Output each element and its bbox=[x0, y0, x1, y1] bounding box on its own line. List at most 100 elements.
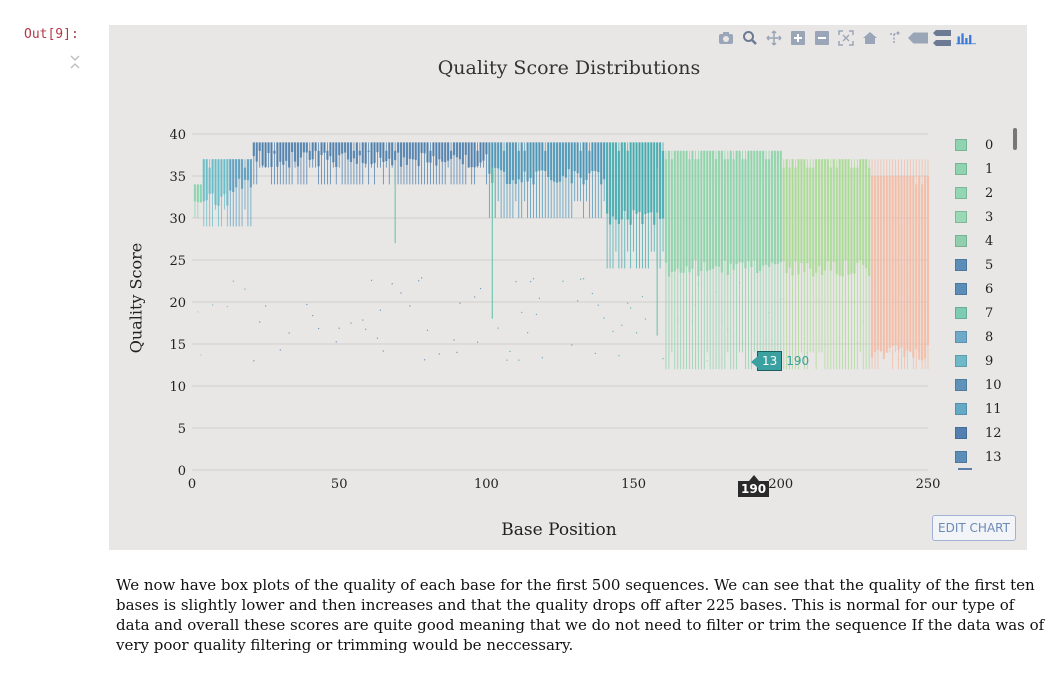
box-118[interactable] bbox=[538, 142, 541, 171]
box-138[interactable] bbox=[597, 142, 600, 173]
box-212[interactable] bbox=[815, 159, 818, 273]
box-53[interactable] bbox=[346, 142, 350, 160]
box-238[interactable] bbox=[891, 176, 894, 346]
box-25[interactable] bbox=[264, 142, 267, 168]
box-65[interactable] bbox=[382, 142, 385, 162]
box-68[interactable] bbox=[391, 142, 394, 166]
legend-item[interactable]: 12 bbox=[955, 421, 1015, 445]
legend-item[interactable]: 1 bbox=[955, 157, 1015, 181]
box-149[interactable] bbox=[629, 142, 632, 225]
box-214[interactable] bbox=[820, 159, 824, 275]
box-21[interactable] bbox=[252, 142, 255, 157]
box-100[interactable] bbox=[485, 142, 488, 155]
box-226[interactable] bbox=[856, 167, 859, 263]
home-icon[interactable] bbox=[860, 28, 880, 48]
box-31[interactable] bbox=[282, 142, 285, 165]
box-249[interactable] bbox=[923, 176, 927, 359]
box-91[interactable] bbox=[458, 142, 462, 160]
box-40[interactable] bbox=[308, 150, 311, 160]
box-195[interactable] bbox=[764, 159, 768, 265]
box-213[interactable] bbox=[817, 159, 821, 267]
box-130[interactable] bbox=[573, 142, 576, 172]
legend-item[interactable]: 11 bbox=[955, 397, 1015, 421]
box-179[interactable] bbox=[717, 150, 721, 267]
box-228[interactable] bbox=[862, 159, 865, 266]
box-32[interactable] bbox=[285, 142, 288, 161]
box-70[interactable] bbox=[396, 142, 400, 153]
box-124[interactable] bbox=[555, 142, 559, 183]
box-64[interactable] bbox=[379, 142, 382, 158]
box-199[interactable] bbox=[776, 150, 779, 264]
box-172[interactable] bbox=[697, 159, 700, 276]
box-84[interactable] bbox=[438, 142, 441, 160]
box-181[interactable] bbox=[723, 159, 726, 261]
legend-item[interactable]: 0 bbox=[955, 133, 1015, 157]
box-155[interactable] bbox=[647, 142, 650, 213]
box-122[interactable] bbox=[550, 142, 553, 181]
box-222[interactable] bbox=[844, 159, 847, 261]
box-171[interactable] bbox=[694, 159, 697, 261]
box-190[interactable] bbox=[750, 150, 753, 268]
box-201[interactable] bbox=[782, 167, 785, 262]
box-plot-traces[interactable] bbox=[193, 142, 930, 370]
box-6[interactable] bbox=[208, 167, 211, 194]
box-35[interactable] bbox=[293, 142, 297, 162]
box-86[interactable] bbox=[444, 142, 447, 163]
box-85[interactable] bbox=[441, 142, 444, 162]
box-217[interactable] bbox=[829, 167, 832, 271]
box-113[interactable] bbox=[523, 150, 526, 172]
box-50[interactable] bbox=[338, 142, 341, 156]
box-17[interactable] bbox=[240, 159, 244, 189]
box-87[interactable] bbox=[447, 142, 450, 161]
box-142[interactable] bbox=[608, 142, 612, 225]
box-193[interactable] bbox=[759, 150, 762, 272]
box-132[interactable] bbox=[579, 150, 582, 178]
zoom-out-icon[interactable] bbox=[812, 28, 832, 48]
legend-item[interactable]: 6 bbox=[955, 277, 1015, 301]
box-140[interactable] bbox=[603, 142, 606, 180]
legend-scrollbar[interactable] bbox=[1013, 128, 1017, 150]
box-67[interactable] bbox=[388, 142, 391, 159]
box-232[interactable] bbox=[873, 176, 877, 353]
box-107[interactable] bbox=[505, 142, 509, 185]
box-102[interactable] bbox=[491, 142, 494, 183]
box-227[interactable] bbox=[859, 159, 862, 261]
box-26[interactable] bbox=[267, 142, 270, 153]
box-56[interactable] bbox=[355, 142, 358, 164]
box-156[interactable] bbox=[650, 142, 653, 213]
edit-chart-button[interactable]: EDIT CHART bbox=[932, 515, 1016, 541]
box-185[interactable] bbox=[735, 150, 738, 265]
box-92[interactable] bbox=[461, 142, 464, 165]
box-28[interactable] bbox=[273, 150, 276, 154]
box-2[interactable] bbox=[196, 184, 199, 203]
box-129[interactable] bbox=[570, 142, 573, 184]
box-233[interactable] bbox=[876, 176, 880, 350]
box-183[interactable] bbox=[729, 150, 732, 264]
legend-item[interactable]: 13 bbox=[955, 445, 1015, 469]
box-58[interactable] bbox=[361, 142, 364, 163]
box-55[interactable] bbox=[352, 150, 356, 159]
box-104[interactable] bbox=[497, 142, 500, 169]
box-89[interactable] bbox=[452, 142, 456, 156]
box-202[interactable] bbox=[785, 159, 788, 274]
box-93[interactable] bbox=[464, 142, 467, 155]
box-14[interactable] bbox=[232, 159, 235, 192]
box-10[interactable] bbox=[220, 159, 223, 197]
box-116[interactable] bbox=[532, 142, 535, 185]
box-208[interactable] bbox=[803, 159, 806, 272]
box-15[interactable] bbox=[235, 159, 238, 188]
box-117[interactable] bbox=[535, 142, 538, 172]
legend-item[interactable]: 9 bbox=[955, 349, 1015, 373]
box-205[interactable] bbox=[794, 167, 797, 262]
box-196[interactable] bbox=[767, 159, 771, 267]
box-54[interactable] bbox=[349, 142, 353, 163]
box-90[interactable] bbox=[455, 142, 459, 158]
box-76[interactable] bbox=[414, 142, 417, 160]
box-174[interactable] bbox=[703, 150, 706, 263]
zoom-in-icon[interactable] bbox=[788, 28, 808, 48]
box-244[interactable] bbox=[909, 176, 912, 352]
box-12[interactable] bbox=[226, 159, 229, 206]
box-126[interactable] bbox=[561, 142, 565, 176]
box-77[interactable] bbox=[417, 142, 420, 167]
box-29[interactable] bbox=[276, 142, 279, 167]
